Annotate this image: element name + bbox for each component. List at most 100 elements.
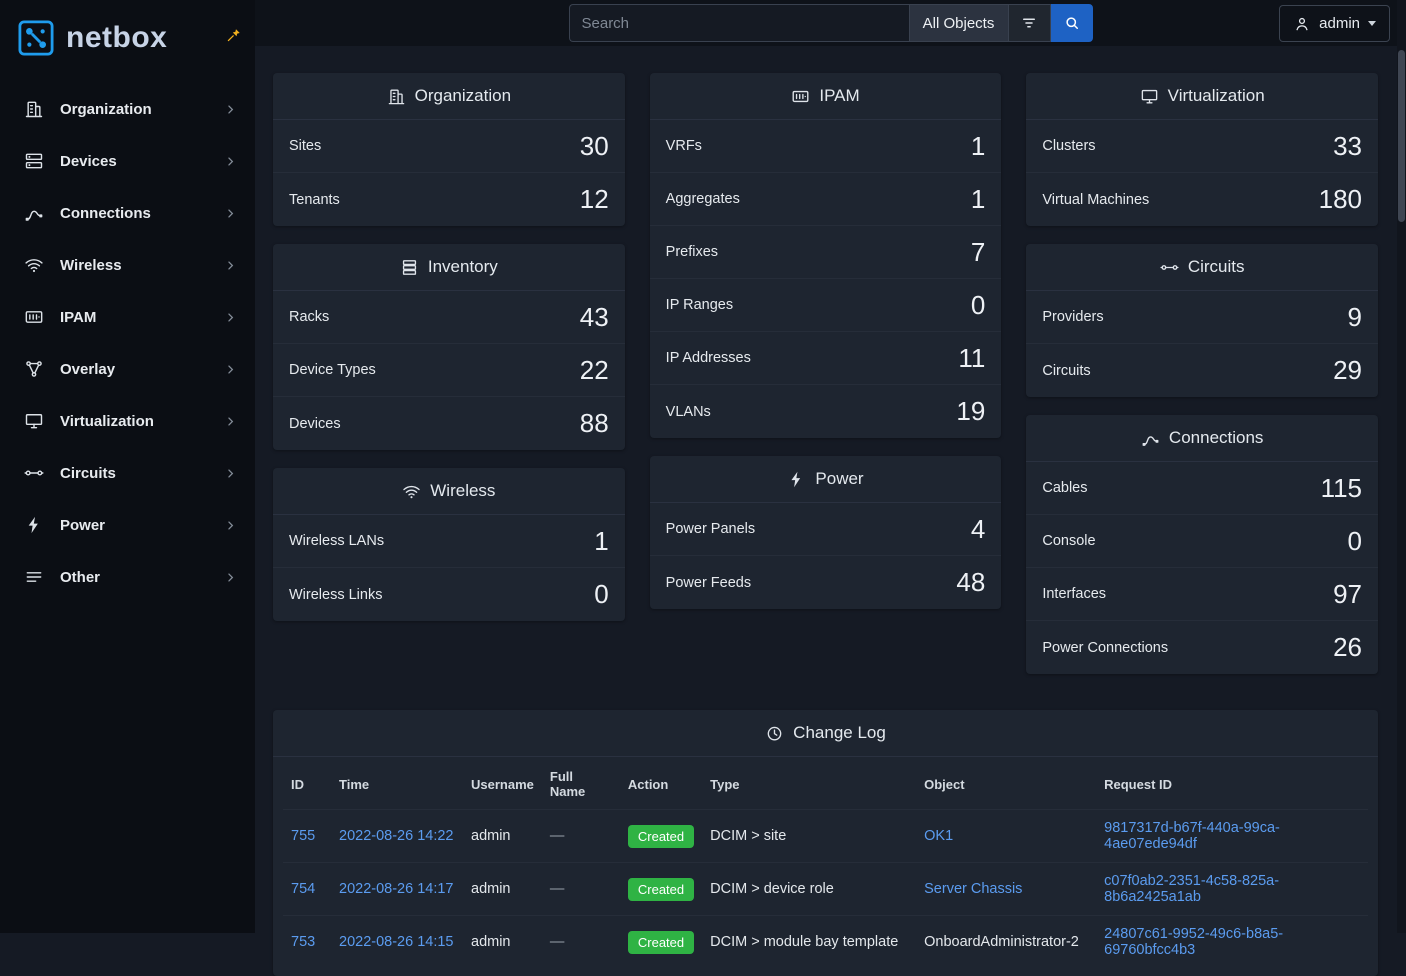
card-power: Power Power Panels 4 Power Feeds 48 — [650, 456, 1002, 609]
stat-value: 26 — [1333, 632, 1362, 663]
cable-icon — [1141, 429, 1160, 448]
stat-row-device-types[interactable]: Device Types 22 — [273, 344, 625, 397]
stat-value: 180 — [1319, 184, 1362, 215]
card-connections: Connections Cables 115 Console 0 Interfa… — [1026, 415, 1378, 674]
stat-row-providers[interactable]: Providers 9 — [1026, 291, 1378, 344]
sidebar-item-overlay[interactable]: Overlay — [0, 343, 255, 395]
stat-row-devices[interactable]: Devices 88 — [273, 397, 625, 450]
transit-icon — [23, 462, 45, 484]
stat-label: Aggregates — [666, 191, 740, 207]
table-header-row: ID Time Username Full Name Action Type O… — [283, 757, 1368, 810]
sidebar-item-connections[interactable]: Connections — [0, 187, 255, 239]
changelog-id-link[interactable]: 753 — [291, 934, 315, 950]
changelog-request-id-link[interactable]: c07f0ab2-2351-4c58-825a-8b6a2425a1ab — [1104, 873, 1279, 905]
chevron-right-icon — [223, 362, 238, 377]
sidebar-item-organization[interactable]: Organization — [0, 83, 255, 135]
changelog-type: DCIM > site — [710, 828, 786, 844]
dashboard-column-2: IPAM VRFs 1 Aggregates 1 Prefixes 7 IP R… — [650, 73, 1002, 674]
stack-icon — [400, 258, 419, 277]
stat-row-power-panels[interactable]: Power Panels 4 — [650, 503, 1002, 556]
sidebar-item-label: Wireless — [60, 257, 122, 274]
card-header: Circuits — [1026, 244, 1378, 291]
sidebar-item-devices[interactable]: Devices — [0, 135, 255, 187]
card-inventory: Inventory Racks 43 Device Types 22 Devic… — [273, 244, 625, 450]
stat-row-vrfs[interactable]: VRFs 1 — [650, 120, 1002, 173]
card-title: Power — [815, 469, 863, 489]
changelog-object-link[interactable]: OK1 — [924, 828, 953, 844]
stat-row-aggregates[interactable]: Aggregates 1 — [650, 173, 1002, 226]
stat-value: 43 — [580, 302, 609, 333]
stat-label: IP Ranges — [666, 297, 733, 313]
stat-row-cables[interactable]: Cables 115 — [1026, 462, 1378, 515]
lightning-icon — [23, 514, 45, 536]
changelog-id-link[interactable]: 754 — [291, 881, 315, 897]
scrollbar[interactable] — [1397, 0, 1406, 933]
stat-value: 0 — [594, 579, 608, 610]
card-title: Change Log — [793, 723, 886, 743]
card-wireless: Wireless Wireless LANs 1 Wireless Links … — [273, 468, 625, 621]
stat-row-wireless-links[interactable]: Wireless Links 0 — [273, 568, 625, 621]
sidebar-item-wireless[interactable]: Wireless — [0, 239, 255, 291]
scrollbar-thumb[interactable] — [1398, 50, 1405, 222]
stat-row-sites[interactable]: Sites 30 — [273, 120, 625, 173]
stat-row-circuits[interactable]: Circuits 29 — [1026, 344, 1378, 397]
sidebar-item-power[interactable]: Power — [0, 499, 255, 551]
stat-row-ip-addresses[interactable]: IP Addresses 11 — [650, 332, 1002, 385]
search-bar: All Objects — [569, 4, 1093, 42]
search-button[interactable] — [1051, 4, 1093, 42]
stat-label: Clusters — [1042, 138, 1095, 154]
object-type-button[interactable]: All Objects — [909, 4, 1009, 42]
stat-row-prefixes[interactable]: Prefixes 7 — [650, 226, 1002, 279]
stat-row-power-feeds[interactable]: Power Feeds 48 — [650, 556, 1002, 609]
changelog-request-id-link[interactable]: 9817317d-b67f-440a-99ca-4ae07ede94df — [1104, 820, 1280, 852]
stat-row-ip-ranges[interactable]: IP Ranges 0 — [650, 279, 1002, 332]
changelog-id-link[interactable]: 755 — [291, 828, 315, 844]
lightning-icon — [787, 470, 806, 489]
brand-name: netbox — [66, 21, 167, 55]
building-icon — [23, 98, 45, 120]
user-label: admin — [1319, 15, 1360, 32]
search-input[interactable] — [569, 4, 909, 42]
stat-row-tenants[interactable]: Tenants 12 — [273, 173, 625, 226]
sidebar-item-label: Virtualization — [60, 413, 154, 430]
col-header-type: Type — [702, 757, 916, 810]
stat-value: 19 — [956, 396, 985, 427]
stat-label: Tenants — [289, 192, 340, 208]
graph-icon — [23, 358, 45, 380]
sidebar-item-other[interactable]: Other — [0, 551, 255, 603]
status-badge: Created — [628, 931, 694, 954]
sidebar-item-circuits[interactable]: Circuits — [0, 447, 255, 499]
stat-row-vlans[interactable]: VLANs 19 — [650, 385, 1002, 438]
changelog-time-link[interactable]: 2022-08-26 14:15 — [339, 934, 454, 950]
filter-button[interactable] — [1009, 4, 1051, 42]
stat-row-racks[interactable]: Racks 43 — [273, 291, 625, 344]
stat-row-virtual-machines[interactable]: Virtual Machines 180 — [1026, 173, 1378, 226]
stat-label: Power Connections — [1042, 640, 1168, 656]
sidebar-item-label: Devices — [60, 153, 117, 170]
stat-row-clusters[interactable]: Clusters 33 — [1026, 120, 1378, 173]
stat-row-wireless-lans[interactable]: Wireless LANs 1 — [273, 515, 625, 568]
user-menu-button[interactable]: admin — [1279, 5, 1390, 42]
stat-value: 0 — [1348, 526, 1362, 557]
pin-icon[interactable] — [225, 27, 242, 44]
stat-value: 1 — [971, 184, 985, 215]
dashboard-column-1: Organization Sites 30 Tenants 12 — [273, 73, 625, 674]
stat-row-power-connections[interactable]: Power Connections 26 — [1026, 621, 1378, 674]
topbar: All Objects admin — [255, 0, 1406, 46]
changelog-request-id-link[interactable]: 24807c61-9952-49c6-b8a5-69760bfcc4b3 — [1104, 926, 1283, 958]
card-header: Virtualization — [1026, 73, 1378, 120]
sidebar-item-ipam[interactable]: IPAM — [0, 291, 255, 343]
stat-row-interfaces[interactable]: Interfaces 97 — [1026, 568, 1378, 621]
transit-icon — [1160, 258, 1179, 277]
changelog-time-link[interactable]: 2022-08-26 14:22 — [339, 828, 454, 844]
changelog-time-link[interactable]: 2022-08-26 14:17 — [339, 881, 454, 897]
sidebar-item-virtualization[interactable]: Virtualization — [0, 395, 255, 447]
card-title: IPAM — [819, 86, 859, 106]
chevron-right-icon — [223, 414, 238, 429]
col-header-time: Time — [331, 757, 463, 810]
changelog-object-link[interactable]: Server Chassis — [924, 881, 1022, 897]
stat-label: Racks — [289, 309, 329, 325]
stat-row-console[interactable]: Console 0 — [1026, 515, 1378, 568]
stat-label: VLANs — [666, 404, 711, 420]
card-ipam: IPAM VRFs 1 Aggregates 1 Prefixes 7 IP R… — [650, 73, 1002, 438]
